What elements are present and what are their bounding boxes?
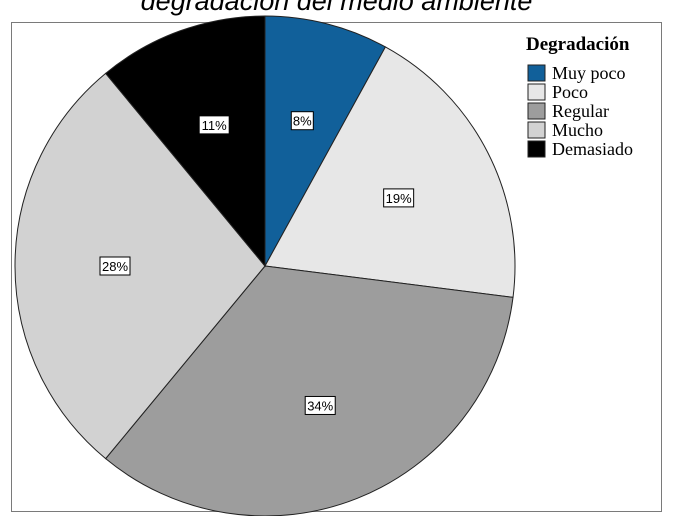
legend-swatch — [527, 140, 546, 158]
data-label-poco: 19% — [383, 188, 415, 208]
legend-title: Degradación — [526, 34, 630, 55]
legend-label: Demasiado — [552, 139, 633, 159]
legend-swatch — [527, 83, 546, 101]
legend-swatch — [527, 121, 546, 139]
legend-item-mucho: Mucho — [527, 120, 603, 140]
pie-data-labels: 8% 19% 34% 28% 11% — [99, 111, 415, 415]
pie-slice-demasiado — [104, 15, 266, 268]
legend-item-muy-poco: Muy poco — [527, 63, 626, 83]
pie-slice-poco — [264, 46, 516, 298]
svg-text:28%: 28% — [102, 259, 128, 274]
data-label-mucho: 28% — [99, 256, 131, 276]
pie-slice-mucho — [14, 72, 266, 460]
legend-label: Muy poco — [552, 63, 626, 83]
chart-heading: degradación del medio ambiente — [140, 0, 533, 16]
legend-item-demasiado: Demasiado — [527, 139, 633, 159]
pie-slices — [14, 15, 516, 516]
legend-label: Mucho — [552, 120, 603, 140]
legend: Degradación Muy pocoPocoRegularMuchoDema… — [526, 34, 633, 159]
svg-text:8%: 8% — [293, 114, 312, 129]
legend-swatch — [527, 64, 546, 82]
data-label-muy-poco: 8% — [290, 111, 314, 131]
pie-slice-regular — [104, 265, 514, 516]
legend-swatch — [527, 102, 546, 120]
data-label-regular: 34% — [304, 395, 336, 415]
svg-text:11%: 11% — [202, 118, 227, 133]
svg-text:34%: 34% — [307, 398, 333, 413]
data-label-demasiado: 11% — [198, 115, 230, 135]
legend-label: Poco — [552, 82, 588, 102]
svg-text:19%: 19% — [386, 191, 412, 206]
legend-label: Regular — [552, 101, 609, 121]
legend-item-poco: Poco — [527, 82, 588, 102]
pie-slice-muy-poco — [264, 15, 387, 267]
legend-item-regular: Regular — [527, 101, 609, 121]
